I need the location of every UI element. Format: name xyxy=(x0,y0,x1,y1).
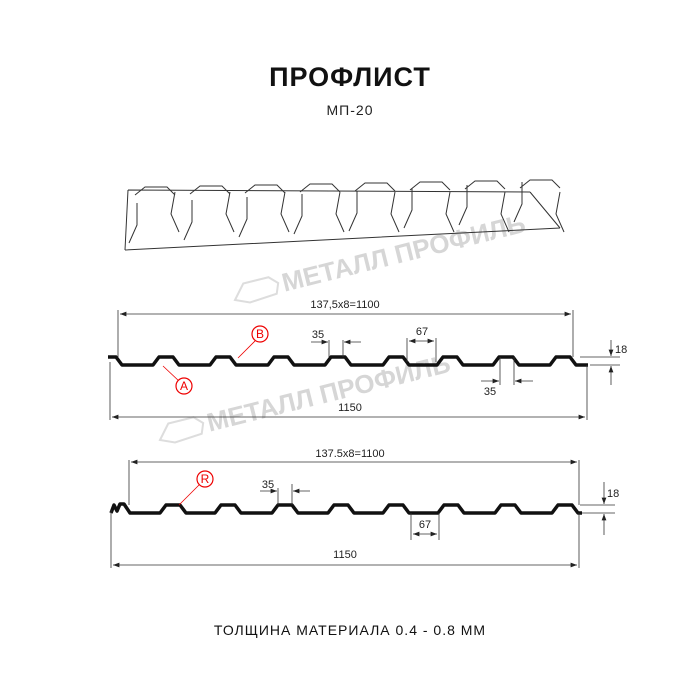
valley-label: 67 xyxy=(416,326,428,338)
sheet-outline xyxy=(124,189,561,251)
sheet-rib xyxy=(238,184,290,238)
svg-text:R: R xyxy=(201,472,210,486)
pitch-label: 137.5x8=1100 xyxy=(315,448,384,460)
width-label: 1150 xyxy=(338,402,362,414)
height-label: 18 xyxy=(615,344,627,356)
watermark-1: МЕТАЛЛ ПРОФИЛЬ xyxy=(233,208,529,304)
page-title: ПРОФЛИСТ xyxy=(269,62,431,92)
sheet-rib xyxy=(513,179,565,233)
sheet-rib xyxy=(458,180,510,233)
svg-text:МЕТАЛЛ ПРОФИЛЬ: МЕТАЛЛ ПРОФИЛЬ xyxy=(279,208,529,298)
marker-a xyxy=(175,377,193,395)
profile-line xyxy=(108,355,588,367)
sheet-3d-view xyxy=(124,179,565,251)
page-subtitle: МП-20 xyxy=(326,102,374,118)
sheet-rib xyxy=(128,186,180,244)
svg-text:A: A xyxy=(180,379,188,393)
material-thickness-label: ТОЛЩИНА МАТЕРИАЛА 0.4 - 0.8 ММ xyxy=(213,622,487,638)
height-label: 18 xyxy=(607,488,619,500)
profile-bottom: 137.5x8=1100 1150 35 67 18 R xyxy=(109,448,619,568)
profile-line xyxy=(109,502,582,515)
profile-top: 137,5x8=1100 1150 35 67 35 18 A B xyxy=(108,299,627,420)
rib-bottom-label: 35 xyxy=(484,386,496,398)
rib-top-label: 35 xyxy=(312,329,324,341)
valley-label: 67 xyxy=(419,519,431,531)
sheet-rib xyxy=(348,182,400,233)
sheet-rib xyxy=(183,185,235,241)
marker-b xyxy=(251,325,269,343)
svg-text:B: B xyxy=(256,327,264,341)
marker-r xyxy=(196,470,214,488)
rib-top-label: 35 xyxy=(262,479,274,491)
sheet-rib xyxy=(293,183,345,235)
width-label: 1150 xyxy=(333,549,357,561)
sheet-rib xyxy=(403,181,455,233)
pitch-label: 137,5x8=1100 xyxy=(310,299,379,311)
